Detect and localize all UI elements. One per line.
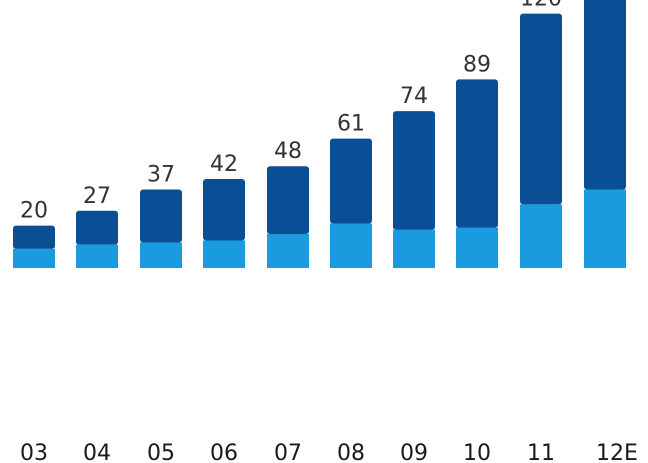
value-label-10: 89 [463,52,491,77]
category-label-09: 09 [400,441,428,463]
bar-base-07 [267,234,309,268]
category-label-04: 04 [83,441,111,463]
category-label-11: 11 [527,441,555,463]
bar-base-11 [520,204,562,268]
category-label-06: 06 [210,441,238,463]
bar-segment-top-06 [203,178,245,241]
category-label-05: 05 [147,441,175,463]
bar-base-04 [76,244,118,268]
value-label-08: 61 [337,112,365,137]
bar-segment-top-05 [140,189,182,243]
value-label-04: 27 [83,184,111,209]
bar-segment-top-09 [393,111,435,230]
category-label-10: 10 [463,441,491,463]
bar-base-05 [140,242,182,268]
value-label-06: 42 [210,152,238,177]
bar-segment-top-12E [584,0,626,190]
category-label-07: 07 [274,441,302,463]
category-label-12E: 12E [596,441,638,463]
value-label-09: 74 [400,84,428,109]
bar-base-10 [456,227,498,268]
value-label-07: 48 [274,139,302,164]
bar-base-09 [393,229,435,268]
bar-base-03 [13,248,55,268]
bar-segment-top-04 [76,210,118,245]
value-label-11: 120 [520,0,562,12]
value-label-03: 20 [20,199,48,224]
category-label-03: 03 [20,441,48,463]
value-label-05: 37 [147,163,175,188]
category-label-08: 08 [337,441,365,463]
bar-base-12E [584,189,626,268]
bars-group [13,0,626,268]
bar-segment-top-11 [520,13,562,205]
bar-segment-top-03 [13,225,55,249]
bar-segment-top-07 [267,166,309,235]
category-labels-group: 03 04 05 06 07 08 09 10 11 12E [20,441,638,463]
bar-base-06 [203,240,245,268]
value-labels-group: 20 27 37 42 48 61 74 89 120 [20,0,562,224]
bar-base-08 [330,223,372,268]
bar-segment-top-08 [330,138,372,224]
bar-segment-top-10 [456,79,498,228]
